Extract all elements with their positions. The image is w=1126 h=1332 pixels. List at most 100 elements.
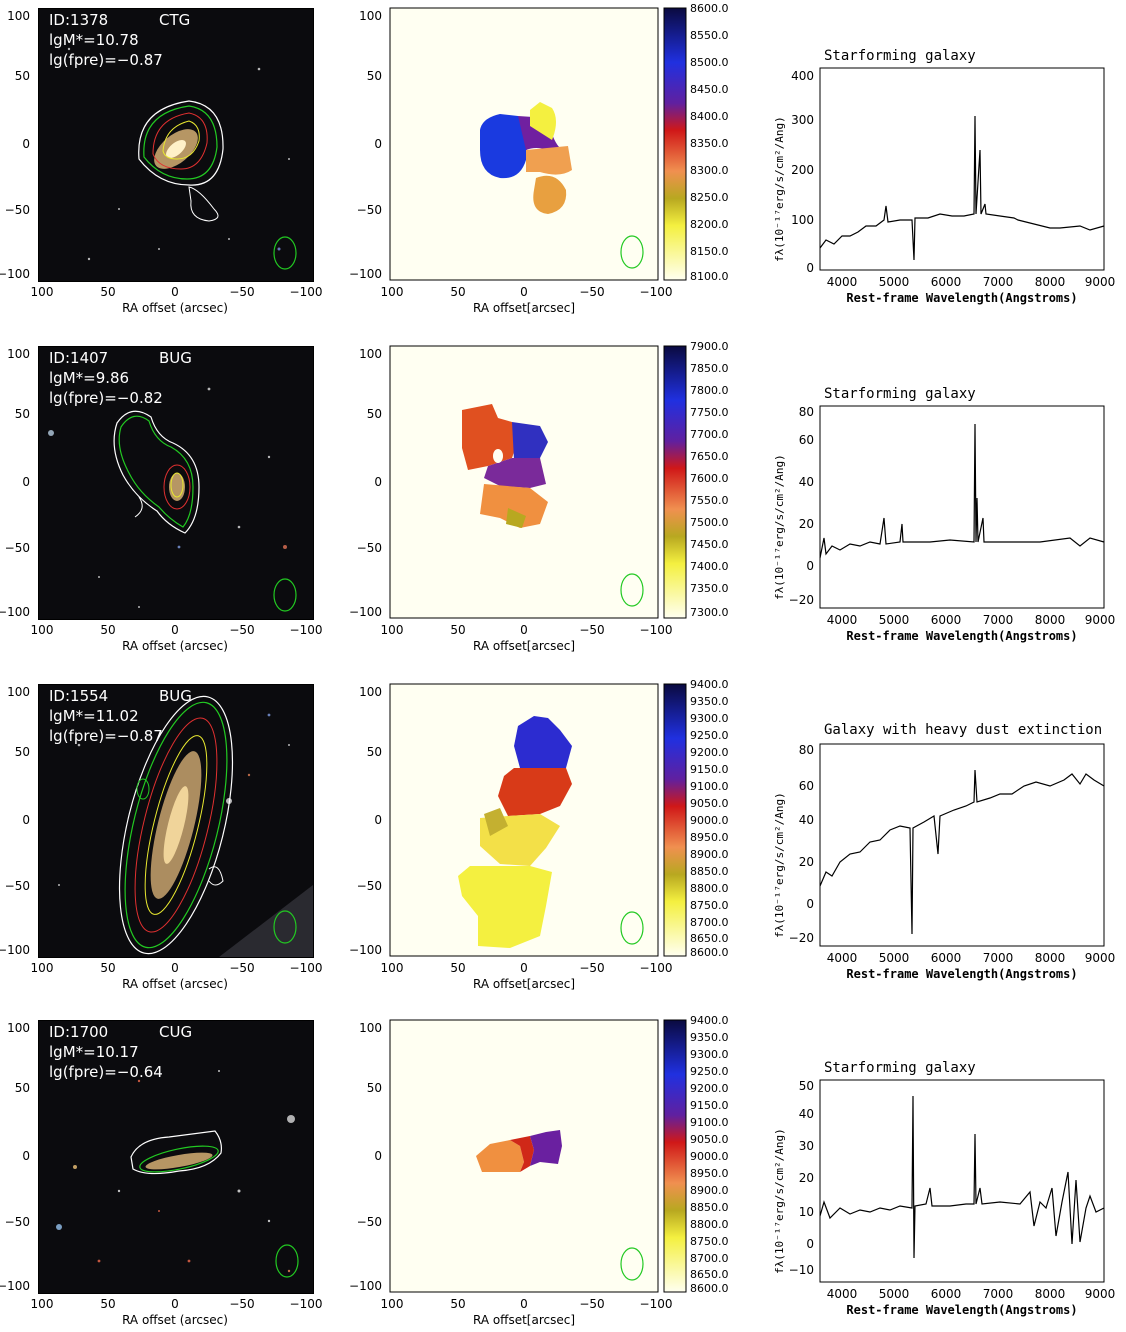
stellar-mass: lgM*=9.86 [49,369,130,387]
x-tick: 0 [520,961,528,975]
sky-image-panel: ID:1700 CUG lgM*=10.17 lg(fpre)=−0.64 [38,1020,314,1294]
x-tick: 6000 [931,1287,962,1301]
x-axis-label: Rest-frame Wavelength(Angstroms) [846,967,1077,981]
sky-axes: 100 50 0 −50 −100 100 50 0 −50 −100 RA o… [0,347,322,653]
sky-image-panel: ID:1407 BUG lgM*=9.86 lg(fpre)=−0.82 [38,346,314,620]
x-tick: −50 [579,623,604,637]
x-axis-label: RA offset (arcsec) [122,639,228,653]
x-tick: 6000 [931,275,962,289]
spectrum-title: Starforming galaxy [824,1060,976,1076]
x-tick: 9000 [1085,1287,1116,1301]
y-tick: 50 [367,407,382,421]
spectrum-plot: Starforming galaxy −20 0 20 40 60 80 400… [773,386,1115,643]
sky-image [48,387,297,612]
y-tick: 0 [374,475,382,489]
fpre-value: lg(fpre)=−0.82 [49,389,163,407]
x-tick: 50 [450,1297,465,1311]
y-tick: 0 [374,813,382,827]
x-tick: 4000 [827,1287,858,1301]
x-tick: 50 [100,961,115,975]
x-tick: −100 [290,623,323,637]
x-tick: 8000 [1035,275,1066,289]
y-tick: 0 [806,897,814,911]
x-tick: 7000 [983,1287,1014,1301]
y-axis-label: fλ(10⁻¹⁷erg/s/cm²/Ang) [773,454,786,600]
x-tick: −50 [579,285,604,299]
y-tick: −20 [789,593,814,607]
y-tick: 200 [791,163,814,177]
colorbar-tick: 8550.0 [690,29,729,42]
colorbar-tick: 7700.0 [690,428,729,441]
y-tick: 50 [15,69,30,83]
y-tick: 10 [799,1205,814,1219]
x-tick: −100 [640,285,673,299]
row-axes: 100 50 0 −50 −100 100 50 0 −50 −100 RA o… [0,340,1115,653]
y-tick: 0 [806,1237,814,1251]
x-tick: 4000 [827,613,858,627]
colorbar-tick: 9300.0 [690,712,729,725]
y-tick: 50 [367,745,382,759]
y-tick: −100 [349,943,382,957]
galaxy-row-4: ID:1700 CUG lgM*=10.17 lg(fpre)=−0.64 10… [0,1012,1126,1332]
colorbar-tick: 9150.0 [690,1099,729,1112]
sky-image-panel: ID:1378 CTG lgM*=10.78 lg(fpre)=−0.87 [38,8,314,282]
spectrum-title: Starforming galaxy [824,48,976,64]
colorbar-tick: 9200.0 [690,746,729,759]
colorbar-tick: 7450.0 [690,538,729,551]
y-tick: 80 [799,405,814,419]
y-tick: −100 [349,605,382,619]
y-tick: 20 [799,517,814,531]
x-tick: 9000 [1085,951,1116,965]
x-tick: 9000 [1085,613,1116,627]
group-type: BUG [159,349,192,367]
y-tick: −50 [357,879,382,893]
x-tick: 100 [31,1297,54,1311]
colorbar: 7900.0 7850.0 7800.0 7750.0 7700.0 7650.… [663,340,729,619]
x-tick: −100 [640,961,673,975]
y-tick: −100 [349,1279,382,1293]
y-tick: −100 [0,943,30,957]
colorbar-tick: 8800.0 [690,1218,729,1231]
y-tick: 80 [799,743,814,757]
y-tick: 100 [359,685,382,699]
galaxy-id: ID:1554 [49,687,109,705]
x-tick: 50 [450,961,465,975]
velocity-map: 100 50 0 −50 −100 100 50 0 −50 −100 RA o… [349,7,673,315]
x-tick: 6000 [931,613,962,627]
x-axis-label: RA offset (arcsec) [122,1313,228,1327]
x-tick: 100 [31,623,54,637]
colorbar-tick: 7300.0 [690,606,729,619]
colorbar-tick: 8450.0 [690,83,729,96]
colorbar-tick: 8600.0 [690,1282,729,1295]
y-tick: 100 [7,9,30,23]
y-tick: 100 [359,1021,382,1035]
y-tick: 100 [791,213,814,227]
velocity-map: 100 50 0 −50 −100 100 50 0 −50 −100 RA o… [349,683,673,991]
colorbar-tick: 8850.0 [690,1201,729,1214]
row-axes: 100 50 0 −50 −100 100 50 0 −50 −100 RA o… [0,678,1116,991]
x-tick: 5000 [879,613,910,627]
group-type: BUG [159,687,192,705]
x-tick: 0 [171,285,179,299]
x-tick: −50 [229,961,254,975]
x-tick: 100 [381,961,404,975]
fpre-value: lg(fpre)=−0.64 [49,1063,163,1081]
colorbar-tick: 9000.0 [690,814,729,827]
y-tick: −100 [0,605,30,619]
colorbar-tick: 7850.0 [690,362,729,375]
colorbar-tick: 8350.0 [690,137,729,150]
colorbar-tick: 8650.0 [690,932,729,945]
y-tick: 50 [367,1081,382,1095]
x-tick: 6000 [931,951,962,965]
y-tick: −100 [0,267,30,281]
colorbar-tick: 8300.0 [690,164,729,177]
x-axis-label: Rest-frame Wavelength(Angstroms) [846,1303,1077,1317]
x-axis-label: RA offset[arcsec] [473,301,575,315]
x-tick: 50 [100,623,115,637]
colorbar-tick: 8600.0 [690,2,729,15]
x-tick: 50 [100,1297,115,1311]
x-tick: 5000 [879,275,910,289]
x-tick: 0 [171,1297,179,1311]
x-tick: 50 [100,285,115,299]
y-tick: −100 [349,267,382,281]
